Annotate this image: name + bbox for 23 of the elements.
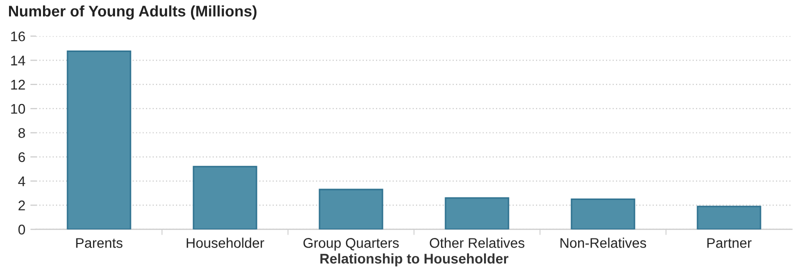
y-tick-label: 0 <box>18 224 26 235</box>
y-tick-label: 12 <box>11 80 25 90</box>
chart-title: Number of Young Adults (Millions) <box>9 5 256 20</box>
y-tick-label: 14 <box>11 56 26 66</box>
x-tick-label: Parents <box>76 238 122 248</box>
bar <box>66 50 132 230</box>
bar <box>570 198 636 230</box>
y-tick-label: 16 <box>11 31 25 42</box>
bar <box>318 188 384 230</box>
y-tick-label: 2 <box>18 200 25 210</box>
y-tick-label: 8 <box>18 128 25 138</box>
bar <box>192 166 258 230</box>
x-tick-label: Non-Relatives <box>560 238 646 248</box>
x-tick-label: Group Quarters <box>303 238 399 251</box>
x-axis-title: Relationship to Householder <box>320 253 508 266</box>
bar <box>444 197 510 230</box>
y-tick-label: 4 <box>18 176 26 186</box>
x-tick-label: Partner <box>707 238 752 248</box>
y-tick-label: 6 <box>18 152 25 162</box>
x-tick-label: Householder <box>186 238 264 248</box>
bar <box>696 206 762 230</box>
y-tick-label: 10 <box>11 104 26 114</box>
x-tick-label: Other Relatives <box>430 238 524 248</box>
